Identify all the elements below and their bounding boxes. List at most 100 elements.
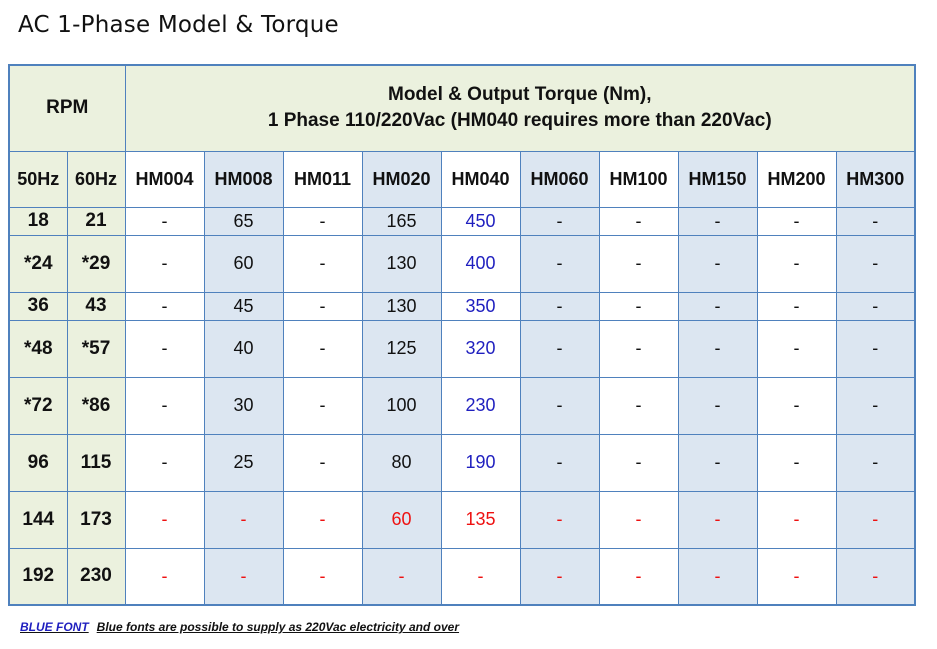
torque-cell: - <box>519 433 600 492</box>
torque-cell: - <box>677 433 758 492</box>
rpm-cell: 115 <box>66 433 126 492</box>
table-row: 144 173- - -60 135- - - - - <box>8 490 916 549</box>
torque-cell: - <box>203 547 284 606</box>
rpm-cell: 230 <box>66 547 126 606</box>
torque-cell: - <box>282 376 363 435</box>
torque-cell: - <box>124 547 205 606</box>
torque-cell: - <box>756 206 837 236</box>
torque-cell: - <box>519 291 600 321</box>
torque-cell: 125 <box>361 319 442 378</box>
model-header: HM150 <box>677 150 758 208</box>
torque-cell: - <box>677 206 758 236</box>
torque-cell: 80 <box>361 433 442 492</box>
torque-cell: - <box>282 234 363 293</box>
torque-cell: - <box>677 547 758 606</box>
torque-cell: - <box>598 433 679 492</box>
torque-cell: - <box>756 234 837 293</box>
rpm-cell: *57 <box>66 319 126 378</box>
torque-cell: - <box>598 319 679 378</box>
torque-cell: - <box>677 376 758 435</box>
hz-header: 50Hz <box>8 150 68 208</box>
torque-cell: - <box>835 319 916 378</box>
model-header-line1: Model & Output Torque (Nm), <box>388 84 652 106</box>
torque-cell: 230 <box>440 376 521 435</box>
torque-cell: - <box>835 433 916 492</box>
torque-cell: - <box>282 291 363 321</box>
rpm-cell: 192 <box>8 547 68 606</box>
model-header: HM300 <box>835 150 916 208</box>
torque-cell: 135 <box>440 490 521 549</box>
torque-cell: - <box>835 547 916 606</box>
torque-cell: 130 <box>361 291 442 321</box>
torque-cell: 60 <box>203 234 284 293</box>
footnote: BLUE FONT Blue fonts are possible to supp… <box>20 620 459 634</box>
torque-cell: - <box>677 234 758 293</box>
torque-cell: - <box>677 319 758 378</box>
model-header: HM008 <box>203 150 284 208</box>
torque-cell: - <box>598 547 679 606</box>
torque-cell: 40 <box>203 319 284 378</box>
model-header-line2: 1 Phase 110/220Vac (HM040 requires more … <box>267 110 772 132</box>
rpm-cell: *29 <box>66 234 126 293</box>
torque-cell: - <box>124 433 205 492</box>
torque-cell: - <box>282 206 363 236</box>
rpm-header: RPM <box>8 64 126 152</box>
footnote-text: Blue fonts are possible to supply as 220… <box>96 620 460 634</box>
model-torque-header: Model & Output Torque (Nm), 1 Phase 110/… <box>124 64 916 152</box>
rpm-cell: 36 <box>8 291 68 321</box>
model-header: HM040 <box>440 150 521 208</box>
torque-cell: 130 <box>361 234 442 293</box>
table-row: 192 230- - - - - - - - - - <box>8 547 916 606</box>
torque-cell: - <box>835 490 916 549</box>
torque-cell: - <box>835 291 916 321</box>
rpm-cell: *86 <box>66 376 126 435</box>
table-row: *24 *29-60-130 400- - - - - <box>8 234 916 293</box>
torque-cell: - <box>282 433 363 492</box>
torque-cell: - <box>519 234 600 293</box>
torque-cell: - <box>519 490 600 549</box>
torque-cell: 60 <box>361 490 442 549</box>
torque-cell: - <box>598 490 679 549</box>
rpm-cell: *72 <box>8 376 68 435</box>
torque-cell: - <box>519 376 600 435</box>
footnote-keyword: BLUE FONT <box>20 620 89 634</box>
table-row: *72 *86-30-100 230- - - - - <box>8 376 916 435</box>
torque-cell: - <box>756 433 837 492</box>
model-header: HM020 <box>361 150 442 208</box>
torque-cell: 320 <box>440 319 521 378</box>
rpm-cell: *48 <box>8 319 68 378</box>
torque-cell: - <box>677 291 758 321</box>
torque-cell: - <box>598 291 679 321</box>
torque-cell: - <box>677 490 758 549</box>
rpm-cell: 96 <box>8 433 68 492</box>
torque-cell: 350 <box>440 291 521 321</box>
rpm-cell: 18 <box>8 206 68 236</box>
torque-cell: 30 <box>203 376 284 435</box>
torque-cell: - <box>835 206 916 236</box>
torque-cell: - <box>282 547 363 606</box>
hz-header: 60Hz <box>66 150 126 208</box>
model-header: HM100 <box>598 150 679 208</box>
model-header: HM060 <box>519 150 600 208</box>
torque-cell: - <box>756 319 837 378</box>
torque-cell: - <box>598 234 679 293</box>
torque-cell: 100 <box>361 376 442 435</box>
table-row: 18 21-65-165 450- - - - - <box>8 206 916 236</box>
torque-cell: - <box>519 547 600 606</box>
torque-cell: - <box>124 291 205 321</box>
model-header: HM004 <box>124 150 205 208</box>
torque-cell: 165 <box>361 206 442 236</box>
torque-cell: - <box>203 490 284 549</box>
table-row: 36 43-45-130 350- - - - - <box>8 291 916 321</box>
rpm-cell: 173 <box>66 490 126 549</box>
rpm-cell: *24 <box>8 234 68 293</box>
torque-cell: - <box>756 490 837 549</box>
column-header-row: 50Hz 60Hz HM004 HM008 HM011 HM020 HM040 HM060 HM… <box>8 150 916 208</box>
table-row: 96 115-25-80 190- - - - - <box>8 433 916 492</box>
torque-cell: - <box>124 319 205 378</box>
torque-cell: - <box>756 547 837 606</box>
torque-cell: - <box>124 490 205 549</box>
torque-cell: - <box>598 206 679 236</box>
model-torque-table: RPM Model & Output Torque (Nm), 1 Phase … <box>8 64 916 606</box>
torque-cell: - <box>282 319 363 378</box>
